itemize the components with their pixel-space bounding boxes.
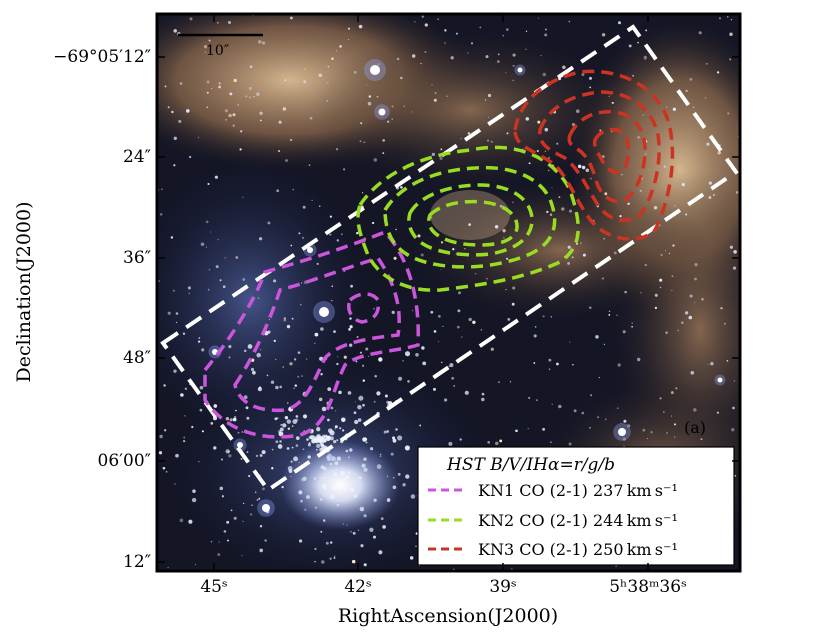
x-tick-label: 39ˢ — [489, 577, 516, 597]
legend-label-kn3: KN3 CO (2-1) 250 km s⁻¹ — [478, 540, 678, 559]
kn1-contours — [203, 229, 420, 439]
legend-label-kn2: KN2 CO (2-1) 244 km s⁻¹ — [478, 511, 678, 530]
x-tick-label: 45ˢ — [200, 577, 227, 597]
scale-bar-label: 10″ — [206, 43, 229, 59]
y-axis-title: Declination(J2000) — [13, 201, 35, 382]
y-tick-label: 24″ — [123, 147, 151, 167]
y-tick-label: 36″ — [123, 248, 151, 268]
x-axis — [213, 14, 649, 571]
observation-box — [160, 24, 739, 493]
legend-label-kn1: KN1 CO (2-1) 237 km s⁻¹ — [478, 481, 678, 500]
x-axis-title: RightAscension(J2000) — [338, 605, 558, 627]
y-tick-label: −69°05′12″ — [53, 47, 151, 67]
image-frame — [155, 12, 742, 573]
y-tick-label: 48″ — [123, 348, 151, 368]
legend-title: HST B/V/IHα=r/g/b — [446, 455, 615, 475]
kn2-contours — [356, 145, 580, 292]
x-tick-label: 5ʰ38ᵐ36ˢ — [609, 577, 687, 597]
y-axis — [157, 56, 740, 563]
legend-box — [417, 446, 735, 566]
panel-label: (a) — [684, 418, 706, 437]
kn3-contours — [513, 69, 675, 241]
y-tick-label: 06′00″ — [98, 451, 151, 471]
x-tick-label: 42ˢ — [344, 577, 371, 597]
y-tick-label: 12″ — [123, 552, 151, 572]
legend: HST B/V/IHα=r/g/b KN1 CO (2-1) 237 km s⁻… — [417, 446, 735, 566]
